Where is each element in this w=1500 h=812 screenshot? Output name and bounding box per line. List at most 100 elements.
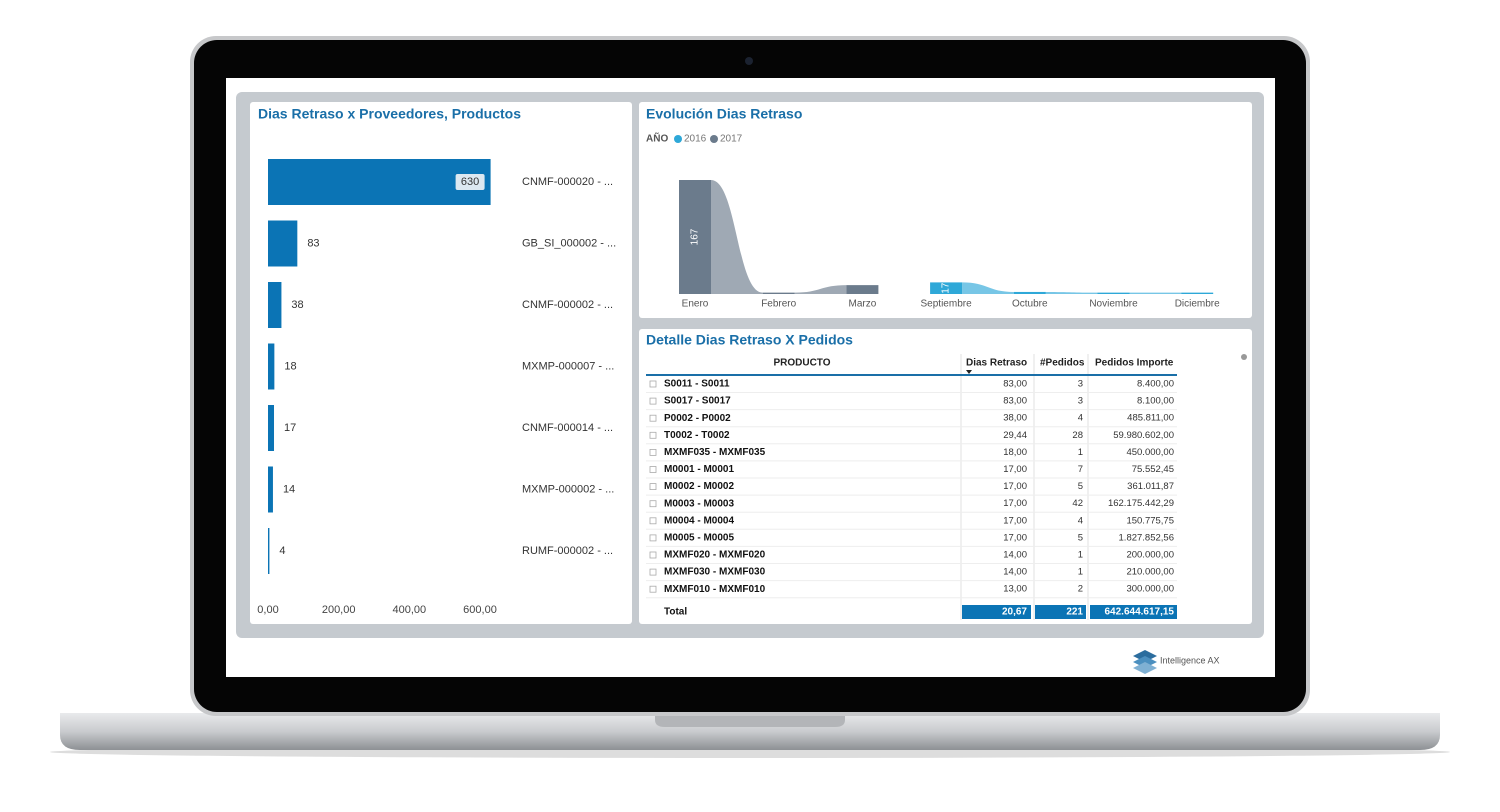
x-tick-label: 400,00 [393, 604, 427, 616]
expand-icon [649, 466, 657, 473]
cell: 42 [1072, 498, 1083, 509]
legend-label: 2016 [684, 134, 707, 145]
bar [268, 466, 273, 513]
cell: 17,00 [1003, 515, 1027, 526]
expand-icon [649, 448, 657, 456]
cell: 4 [1078, 515, 1083, 526]
cell: 162.175.442,29 [1108, 498, 1174, 509]
legend-label: 2017 [720, 134, 743, 145]
laptop-notch [655, 713, 845, 727]
bar [268, 159, 491, 205]
data-label-bg [455, 174, 485, 190]
total-cell: 642.644.617,15 [1104, 607, 1174, 618]
cell: M0003 - M0003 [664, 498, 734, 509]
table-title: Detalle Dias Retraso X Pedidos [646, 332, 853, 348]
chart-title: Dias Retraso x Proveedores, Productos [258, 106, 521, 122]
ribbon [794, 285, 847, 294]
camera [745, 57, 753, 65]
cell: 75.552,45 [1132, 464, 1174, 475]
cell: MXMF035 - MXMF035 [664, 447, 766, 458]
cell: 361.011,87 [1127, 481, 1174, 492]
cell: MXMF030 - MXMF030 [664, 567, 766, 578]
cell: P0002 - P0002 [664, 413, 731, 424]
category-label: GB_SI_000002 - ... [522, 237, 616, 249]
column-header: PRODUCTO [773, 358, 830, 369]
brand-logo [1133, 650, 1157, 674]
category-label: CNMF-000002 - ... [522, 299, 613, 311]
expand-icon [649, 568, 657, 576]
cell: T0002 - T0002 [664, 430, 730, 441]
expand-icon [649, 551, 657, 559]
cell: 18,00 [1003, 447, 1027, 458]
bar [1097, 292, 1130, 294]
data-label: 630 [461, 176, 479, 188]
laptop-base [60, 713, 1440, 750]
total-cell-bg [1090, 605, 1177, 619]
bar [679, 180, 711, 294]
cell: 17,00 [1003, 498, 1027, 509]
cell: 1 [1078, 550, 1083, 561]
legend-marker [674, 135, 682, 143]
x-tick-label: Octubre [1012, 299, 1048, 310]
bar [268, 343, 275, 390]
category-label: CNMF-000014 - ... [522, 422, 613, 434]
expand-icon [649, 585, 657, 593]
cell: 150.775,75 [1126, 515, 1174, 526]
ribbon [1045, 291, 1098, 294]
expand-icon [649, 431, 657, 439]
column-header: Pedidos Importe [1095, 358, 1174, 369]
cell: M0004 - M0004 [664, 515, 734, 526]
cell: MXMF020 - MXMF020 [664, 550, 766, 561]
cell: 300.000,00 [1126, 584, 1174, 595]
bar [1013, 291, 1046, 294]
data-label: 17 [941, 282, 952, 294]
ribbon [1129, 292, 1182, 294]
cell: M0001 - M0001 [664, 464, 734, 475]
cell: 210.000,00 [1126, 567, 1174, 578]
data-label: 38 [291, 299, 303, 311]
expand-icon [649, 380, 657, 388]
category-label: MXMP-000002 - ... [522, 483, 614, 495]
total-cell: 20,67 [1002, 607, 1027, 618]
cell: 2 [1078, 584, 1083, 595]
bar [268, 220, 298, 267]
x-tick-label: Febrero [761, 299, 796, 310]
cell: 14,00 [1003, 567, 1027, 578]
panel [639, 102, 1252, 318]
cell: MXMF010 - MXMF010 [664, 584, 766, 595]
ribbon [711, 180, 763, 294]
cell: 5 [1078, 481, 1083, 492]
brand-name: Intelligence AX [1160, 655, 1220, 665]
total-cell-bg [1035, 605, 1086, 619]
cell: M0005 - M0005 [664, 533, 734, 544]
expand-icon [649, 397, 657, 405]
chart-title: Evolución Dias Retraso [646, 106, 802, 122]
x-tick-label: 0,00 [257, 604, 278, 616]
cell: 450.000,00 [1126, 447, 1174, 458]
cell: 13,00 [1003, 584, 1027, 595]
cell: 1 [1078, 567, 1083, 578]
cell: 4 [1078, 413, 1083, 424]
category-label: RUMF-000002 - ... [522, 545, 613, 557]
x-tick-label: Septiembre [921, 299, 973, 310]
scrollbar[interactable] [1241, 354, 1247, 360]
cell: 17,00 [1003, 481, 1027, 492]
cell: 1.827.852,56 [1119, 532, 1174, 543]
legend-title: AÑO [646, 132, 668, 145]
x-tick-label: Noviembre [1089, 299, 1138, 310]
column-header: #Pedidos [1040, 358, 1085, 369]
cell: S0017 - S0017 [664, 396, 731, 407]
category-label: CNMF-000020 - ... [522, 176, 613, 188]
total-cell-bg [962, 605, 1031, 619]
bar [762, 292, 795, 294]
data-label: 14 [283, 483, 295, 495]
cell: 28 [1072, 430, 1083, 441]
cell: M0002 - M0002 [664, 481, 734, 492]
bar [930, 282, 963, 294]
cell: 5 [1078, 532, 1083, 543]
bar [268, 282, 282, 328]
cell: 3 [1078, 379, 1083, 390]
category-label: MXMP-000007 - ... [522, 360, 614, 372]
cell: 1 [1078, 447, 1083, 458]
